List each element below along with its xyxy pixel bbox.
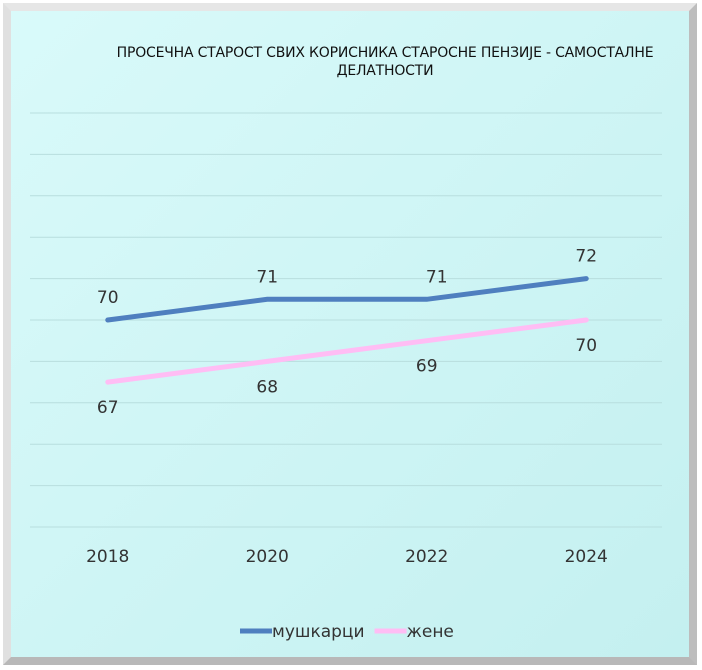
chart-title: ПРОСЕЧНА СТАРОСТ СВИХ КОРИСНИКА СТАРОСНЕ… (116, 45, 654, 79)
data-label: 72 (575, 247, 597, 267)
data-label: 69 (416, 357, 438, 377)
data-label: 70 (97, 288, 119, 308)
x-tick-label: 2022 (405, 547, 448, 567)
data-label: 70 (575, 336, 597, 356)
legend-label: мушкарци (272, 622, 365, 642)
data-label: 68 (256, 377, 278, 397)
legend-label: жене (407, 622, 454, 642)
line (105, 317, 589, 385)
data-label: 71 (426, 267, 448, 287)
line (105, 276, 589, 323)
x-tick-label: 2024 (565, 547, 608, 567)
data-label: 67 (97, 398, 119, 418)
data-label: 71 (256, 267, 278, 287)
x-tick-label: 2020 (246, 547, 289, 567)
x-tick-label: 2018 (86, 547, 129, 567)
